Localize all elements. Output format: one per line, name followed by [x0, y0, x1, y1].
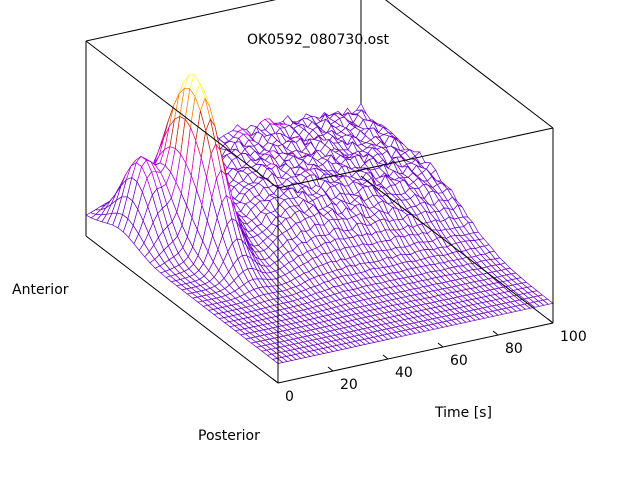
x-axis-ticks: 0 20 40 60 80 100 [272, 318, 587, 405]
chart-title: OK0592_080730.ost [247, 32, 390, 48]
box-edge [85, 235, 279, 384]
box-front-edges [85, 0, 554, 383]
x-tick-label: 100 [560, 329, 587, 345]
y-axis-label-back: Anterior [12, 282, 69, 298]
x-tick-label: 40 [395, 365, 413, 381]
x-tick-label: 20 [340, 377, 358, 393]
x-tick-mark [547, 318, 554, 324]
x-tick-mark [272, 378, 279, 384]
x-tick-mark [327, 366, 334, 372]
box-edge [384, 0, 554, 129]
y-axis-label-front: Posterior [198, 428, 260, 444]
x-tick-label: 80 [505, 341, 523, 357]
x-tick-mark [492, 330, 499, 336]
x-tick-label: 60 [450, 353, 468, 369]
x-tick-label: 0 [285, 389, 294, 405]
box-edge [277, 127, 554, 189]
box-edge [360, 175, 554, 324]
box-edge [85, 0, 277, 42]
box-edge [85, 40, 279, 189]
x-axis-title: Time [s] [434, 405, 492, 421]
box-edge [277, 322, 554, 384]
surface-mesh [85, 74, 554, 364]
x-tick-mark [437, 342, 444, 348]
x-tick-mark [382, 354, 389, 360]
